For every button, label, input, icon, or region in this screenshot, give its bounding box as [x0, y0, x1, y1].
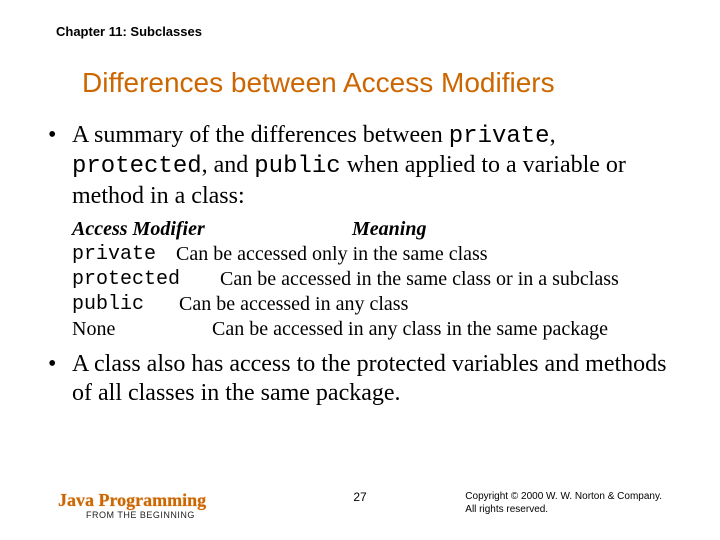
bullet-item-1: • A summary of the differences between p…: [48, 121, 672, 211]
slide-footer: Java Programming FROM THE BEGINNING 27 C…: [48, 482, 672, 526]
modifier-name: public: [72, 292, 144, 317]
modifier-meaning: Can be accessed in the same class or in …: [220, 268, 619, 290]
text-span: ,: [550, 122, 556, 148]
bullet-text-1: A summary of the differences between pri…: [72, 121, 672, 211]
slide-title: Differences between Access Modifiers: [82, 67, 672, 99]
text-span: A summary of the differences between: [72, 122, 449, 148]
definition-row: private Can be accessed only in the same…: [72, 242, 672, 267]
bullet-marker: •: [48, 350, 72, 378]
chapter-label: Chapter 11: Subclasses: [56, 24, 672, 39]
bullet-text-2: A class also has access to the protected…: [72, 350, 672, 409]
modifier-meaning: Can be accessed only in the same class: [176, 243, 488, 265]
bullet-marker: •: [48, 121, 72, 149]
page-number: 27: [353, 490, 366, 504]
text-span: , and: [202, 152, 255, 178]
modifier-meaning: Can be accessed in any class: [179, 293, 408, 315]
code-span: protected: [72, 153, 202, 180]
definition-row: NoneCan be accessed in any class in the …: [72, 317, 672, 342]
copyright-line-2: All rights reserved.: [465, 504, 662, 517]
modifier-name: None: [72, 317, 212, 342]
definitions-block: Access Modifier Meaning private Can be a…: [72, 217, 672, 342]
code-span: private: [449, 123, 550, 150]
definitions-rows: private Can be accessed only in the same…: [72, 242, 672, 342]
brand-subtitle: FROM THE BEGINNING: [86, 510, 206, 520]
bullet-item-2: • A class also has access to the protect…: [48, 350, 672, 409]
spacer: [156, 243, 176, 265]
header-access-modifier: Access Modifier: [72, 217, 352, 242]
code-span: public: [254, 153, 340, 180]
copyright-line-1: Copyright © 2000 W. W. Norton & Company.: [465, 491, 662, 504]
spacer: [144, 293, 179, 315]
slide-page: Chapter 11: Subclasses Differences betwe…: [0, 0, 720, 540]
modifier-name: protected: [72, 267, 180, 292]
spacer: [180, 268, 220, 290]
modifier-meaning: Can be accessed in any class in the same…: [212, 318, 608, 340]
modifier-name: private: [72, 242, 156, 267]
definitions-header: Access Modifier Meaning: [72, 217, 672, 242]
copyright-block: Copyright © 2000 W. W. Norton & Company.…: [465, 491, 662, 516]
definition-row: public Can be accessed in any class: [72, 292, 672, 317]
brand-title: Java Programming: [58, 490, 206, 511]
brand-block: Java Programming FROM THE BEGINNING: [58, 490, 206, 520]
definition-row: protected Can be accessed in the same cl…: [72, 267, 672, 292]
header-meaning: Meaning: [352, 217, 426, 242]
